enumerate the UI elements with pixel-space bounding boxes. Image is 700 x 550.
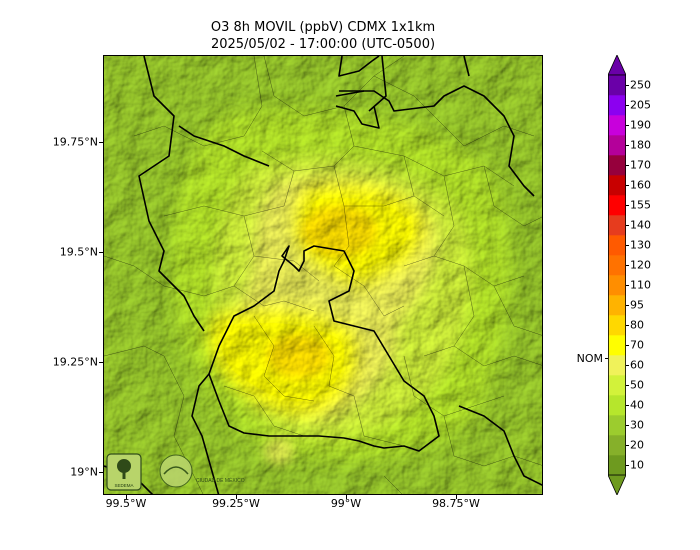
colorbar-bin [608,295,626,316]
colorbar-bin [608,95,626,116]
ozone-map-canvas: SEDEMA CIUDAD DE MÉXICO [104,56,542,494]
lat-label: 19.5°N [59,245,98,259]
chart-title-line2: 2025/05/02 - 17:00:00 (UTC-0500) [210,37,436,52]
colorbar-extend-min [608,474,626,495]
colorbar-bin [608,395,626,416]
colorbar-tick [626,325,629,326]
ozone-peak-south [267,334,331,378]
colorbar-tick [626,125,629,126]
colorbar-bin [608,355,626,376]
sedema-logo-text: SEDEMA [114,483,133,488]
colorbar-tick [626,425,629,426]
lon-tick [126,495,127,499]
colorbar-tick [626,165,629,166]
colorbar-bin [608,275,626,296]
colorbar-tick-label: 40 [630,398,644,412]
colorbar-tick [626,385,629,386]
lon-label: 98.75°W [432,497,480,510]
colorbar-tick-label: 20 [630,438,644,452]
cdmx-seal-icon [159,454,193,488]
lon-label: 99.5°W [105,497,147,510]
lon-tick [456,495,457,499]
lat-tick [99,362,103,363]
colorbar-bin [608,155,626,176]
ozone-peak-north [301,205,377,257]
colorbar-tick-label: 190 [630,118,651,132]
colorbar-tick [626,185,629,186]
lat-tick [99,252,103,253]
lon-tick [346,495,347,499]
colorbar-tick [626,345,629,346]
lat-label: 19°N [70,465,98,479]
colorbar-bin [608,435,626,456]
colorbar-tick [626,105,629,106]
colorbar-outline [608,74,626,476]
lat-label: 19.75°N [52,135,98,149]
colorbar-tick [626,205,629,206]
colorbar-tick [626,265,629,266]
ozone-spot-south [264,437,294,465]
colorbar-bin [608,135,626,156]
colorbar-tick-label: 205 [630,98,651,112]
colorbar-tick-label: 10 [630,458,644,472]
colorbar-tick [626,465,629,466]
colorbar-tick [626,85,629,86]
ozone-map: SEDEMA CIUDAD DE MÉXICO [103,55,543,495]
colorbar-tick-label: 60 [630,358,644,372]
colorbar-tick-label: 180 [630,138,651,152]
colorbar-tick-label: 160 [630,178,651,192]
colorbar-bin [608,255,626,276]
lat-label: 19.25°N [52,355,98,369]
colorbar-bin [608,375,626,396]
cdmx-logo-text: CIUDAD DE MÉXICO [196,477,245,484]
colorbar-tick-label: 70 [630,338,644,352]
colorbar-tick [626,365,629,366]
colorbar-extend-max [608,55,626,76]
colorbar-bin [608,415,626,436]
tree-trunk [122,471,126,479]
municipal-boundaries [104,56,542,494]
colorbar-tick [626,285,629,286]
colorbar-bin [608,335,626,356]
lon-label: 99°W [330,497,362,510]
colorbar [608,55,626,495]
colorbar-bin [608,215,626,236]
colorbar-tick-label: 250 [630,78,651,92]
colorbar-tick-label: 170 [630,158,651,172]
lat-tick [99,142,103,143]
colorbar-bin [608,175,626,196]
colorbar-bin [608,75,626,96]
colorbar-tick-label: 95 [630,298,644,312]
colorbar-tick-label: 30 [630,418,644,432]
colorbar-bin [608,195,626,216]
sedema-logo: SEDEMA [106,453,142,491]
colorbar-tick [626,445,629,446]
colorbar-bin [608,235,626,256]
lon-tick [236,495,237,499]
colorbar-tick [626,145,629,146]
lon-label: 99.25°W [212,497,260,510]
nom-label: NOM [576,352,603,365]
colorbar-bin [608,455,626,476]
chart-title-line1: O3 8h MOVIL (ppbV) CDMX 1x1km [210,20,436,35]
colorbar-bin [608,115,626,136]
colorbar-tick [626,245,629,246]
colorbar-tick-label: 110 [630,278,651,292]
tree-icon [117,459,131,473]
colorbar-tick-label: 80 [630,318,644,332]
cdmx-logo: CIUDAD DE MÉXICO [159,454,245,488]
colorbar-tick [626,405,629,406]
colorbar-tick-label: 120 [630,258,651,272]
state-boundaries [104,56,542,494]
lat-tick [99,472,103,473]
colorbar-tick [626,305,629,306]
colorbar-tick-label: 140 [630,218,651,232]
colorbar-tick-label: 155 [630,198,651,212]
nom-tick [605,358,608,359]
colorbar-tick-label: 130 [630,238,651,252]
colorbar-tick [626,225,629,226]
colorbar-bin [608,315,626,336]
colorbar-tick-label: 50 [630,378,644,392]
